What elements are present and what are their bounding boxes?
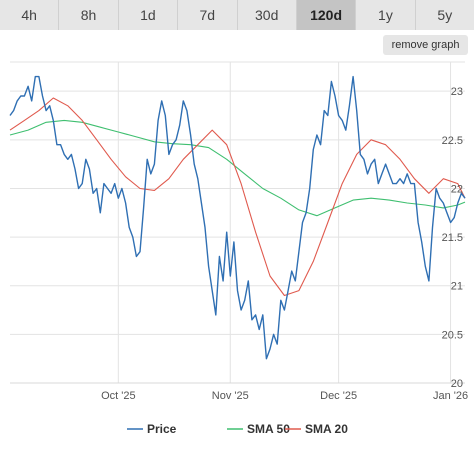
y-tick-label: 20.5: [442, 329, 463, 341]
remove-graph-button[interactable]: remove graph: [383, 35, 468, 55]
x-axis-ticks: Oct '25 Nov '25 Dec '25 Jan '26: [101, 390, 468, 402]
x-tick-label: Jan '26: [433, 390, 468, 402]
y-tick-label: 23: [451, 86, 463, 98]
tab-5y[interactable]: 5y: [437, 7, 453, 23]
tab-1y[interactable]: 1y: [356, 0, 416, 30]
series-lines: [9, 75, 466, 360]
tab-4h[interactable]: 4h: [0, 0, 60, 30]
series-line-sma-20: [9, 97, 466, 297]
legend: Price SMA 50 SMA 20: [127, 422, 348, 436]
tab-8h[interactable]: 8h: [59, 0, 119, 30]
series-line-sma-50: [9, 119, 466, 217]
y-tick-label: 21: [451, 281, 463, 293]
tab-7d[interactable]: 7d: [178, 0, 238, 30]
x-tick-label: Oct '25: [101, 390, 136, 402]
legend-label: SMA 50: [247, 422, 290, 436]
tab-30d[interactable]: 30d: [238, 0, 297, 30]
legend-label: SMA 20: [305, 422, 348, 436]
y-tick-label: 22: [451, 183, 463, 195]
y-tick-label: 21.5: [442, 232, 463, 244]
tab-120d[interactable]: 120d: [296, 0, 357, 30]
legend-label: Price: [147, 422, 177, 436]
tab-1d[interactable]: 1d: [119, 0, 179, 30]
x-tick-label: Nov '25: [212, 390, 249, 402]
x-tick-label: Dec '25: [320, 390, 357, 402]
time-range-tabs: 4h 8h 1d 7d 30d 120d 1y 5y: [0, 0, 474, 30]
y-tick-label: 22.5: [442, 135, 463, 147]
y-tick-label: 20: [451, 378, 463, 390]
y-axis-ticks: 20 20.5 21 21.5 22 22.5 23: [442, 86, 463, 390]
grid: [10, 61, 465, 384]
series-line-price: [9, 75, 466, 360]
